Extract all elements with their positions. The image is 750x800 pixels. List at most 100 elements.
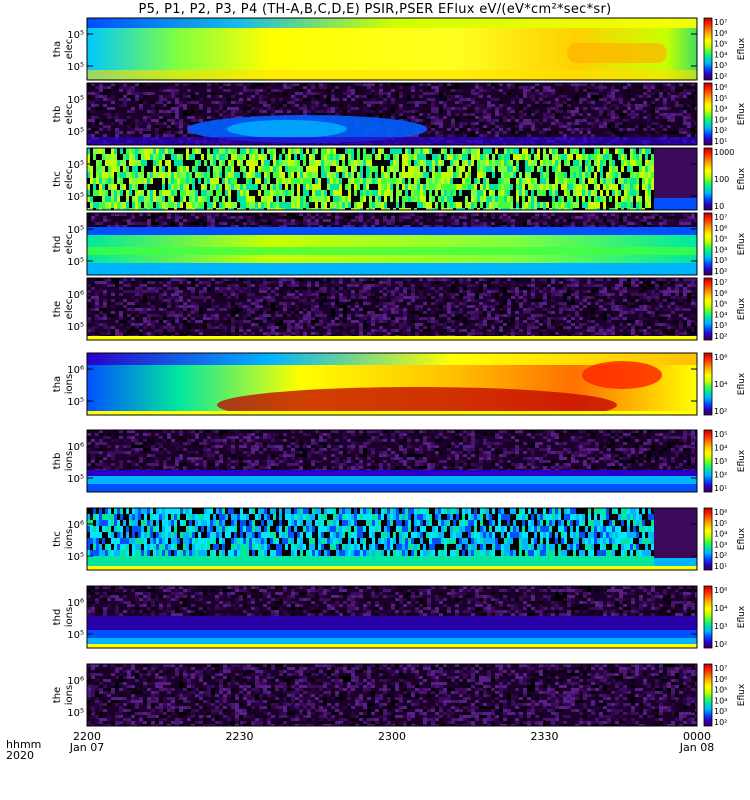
colorbar-tick: 10² xyxy=(714,332,727,341)
colorbar xyxy=(703,147,713,211)
ylabel-probe: tha xyxy=(52,41,63,57)
time-axis-row2-label: 2020 xyxy=(6,749,34,762)
colorbar-tick: 10⁴ xyxy=(714,696,727,705)
time-tick-label: 2230 xyxy=(226,730,254,743)
ylabel-probe: thb xyxy=(52,453,63,470)
colorbar-tick: 10⁵ xyxy=(714,300,727,309)
ylabel-species: elec xyxy=(64,169,75,190)
panel-frame xyxy=(86,429,698,493)
ylabel-species: ions xyxy=(64,529,75,549)
colorbar-tick: 1000 xyxy=(714,148,734,157)
colorbar-tick: 10⁵ xyxy=(714,686,727,695)
ylabel-probe: thd xyxy=(52,609,63,626)
panel-frame xyxy=(86,277,698,341)
spectrogram-image xyxy=(87,430,697,492)
ylabel-species: ions xyxy=(64,685,75,705)
ylabel-probe: the xyxy=(52,301,63,317)
ylabel-species: ions xyxy=(64,607,75,627)
colorbar-tick: 10² xyxy=(714,126,727,135)
panel-frame xyxy=(86,212,698,276)
colorbar-tick: 10² xyxy=(714,471,727,480)
colorbar-tick: 10⁶ xyxy=(714,675,727,684)
colorbar xyxy=(703,663,713,727)
panel-frame xyxy=(86,82,698,146)
ylabel-probe: thd xyxy=(52,236,63,253)
chart-title: P5, P1, P2, P3, P4 (TH-A,B,C,D,E) PSIR,P… xyxy=(138,2,612,17)
colorbar-label: Eflux xyxy=(737,449,747,472)
colorbar-tick: 10⁴ xyxy=(714,245,727,254)
colorbar-tick: 10⁵ xyxy=(714,519,727,528)
time-tick-label: 2200 xyxy=(73,730,101,743)
colorbar-tick: 10⁶ xyxy=(714,289,727,298)
ylabel-species: elec xyxy=(64,299,75,320)
colorbar-label: Eflux xyxy=(737,683,747,706)
colorbar-label: Eflux xyxy=(737,37,747,60)
colorbar xyxy=(703,17,713,81)
spectrogram-image xyxy=(87,148,697,210)
ytick-label: 10⁵ xyxy=(67,225,84,236)
colorbar-label: Eflux xyxy=(737,527,747,550)
ytick-label: 10⁶ xyxy=(67,442,84,453)
colorbar xyxy=(703,212,713,276)
time-tick-label: 0000 xyxy=(683,730,711,743)
date-tick-label: Jan 07 xyxy=(69,741,104,754)
colorbar-tick: 10⁴ xyxy=(714,444,727,453)
spectrogram-image xyxy=(87,18,697,80)
colorbar-label: Eflux xyxy=(737,605,747,628)
time-tick-label: 2330 xyxy=(531,730,559,743)
colorbar xyxy=(703,352,713,416)
time-tick-label: 2300 xyxy=(378,730,406,743)
spectrogram-image xyxy=(87,664,697,726)
colorbar xyxy=(703,429,713,493)
ytick-label: 10⁵ xyxy=(67,62,84,73)
colorbar-tick: 10³ xyxy=(714,622,727,631)
panel-frame xyxy=(86,17,698,81)
colorbar-tick: 10⁷ xyxy=(714,664,727,673)
ylabel-probe: thc xyxy=(52,171,63,187)
colorbar-label: Eflux xyxy=(737,167,747,190)
ytick-label: 10⁵ xyxy=(67,474,84,485)
colorbar-tick: 10⁴ xyxy=(714,530,727,539)
colorbar-tick: 10² xyxy=(714,267,727,276)
colorbar-tick: 100 xyxy=(714,175,729,184)
ytick-label: 10⁵ xyxy=(67,127,84,138)
colorbar-tick: 10¹ xyxy=(714,562,727,571)
colorbar-label: Eflux xyxy=(737,372,747,395)
colorbar-tick: 10⁶ xyxy=(714,29,727,38)
colorbar-tick: 10³ xyxy=(714,540,727,549)
ytick-label: 10⁶ xyxy=(67,598,84,609)
ylabel-probe: the xyxy=(52,687,63,703)
colorbar xyxy=(703,585,713,649)
colorbar-tick: 10² xyxy=(714,551,727,560)
colorbar-tick: 10⁴ xyxy=(714,105,727,114)
spectrogram-image xyxy=(87,83,697,145)
colorbar-tick: 10³ xyxy=(714,457,727,466)
colorbar-tick: 10³ xyxy=(714,321,727,330)
colorbar-tick: 10⁵ xyxy=(714,430,727,439)
panel-frame xyxy=(86,585,698,649)
spectrogram-image xyxy=(87,278,697,340)
colorbar-tick: 10⁵ xyxy=(714,40,727,49)
ylabel-probe: thb xyxy=(52,106,63,123)
colorbar xyxy=(703,82,713,146)
colorbar xyxy=(703,507,713,571)
colorbar-tick: 10⁶ xyxy=(714,83,727,92)
colorbar-tick: 10 xyxy=(714,202,724,211)
colorbar-tick: 10⁴ xyxy=(714,604,727,613)
colorbar-tick: 10³ xyxy=(714,256,727,265)
colorbar-tick: 10² xyxy=(714,407,727,416)
colorbar-tick: 10² xyxy=(714,72,727,81)
colorbar-tick: 10⁴ xyxy=(714,380,727,389)
colorbar-tick: 10³ xyxy=(714,115,727,124)
colorbar-tick: 10⁶ xyxy=(714,586,727,595)
ylabel-species: ions xyxy=(64,451,75,471)
ytick-label: 10⁵ xyxy=(67,160,84,171)
colorbar-label: Eflux xyxy=(737,232,747,255)
